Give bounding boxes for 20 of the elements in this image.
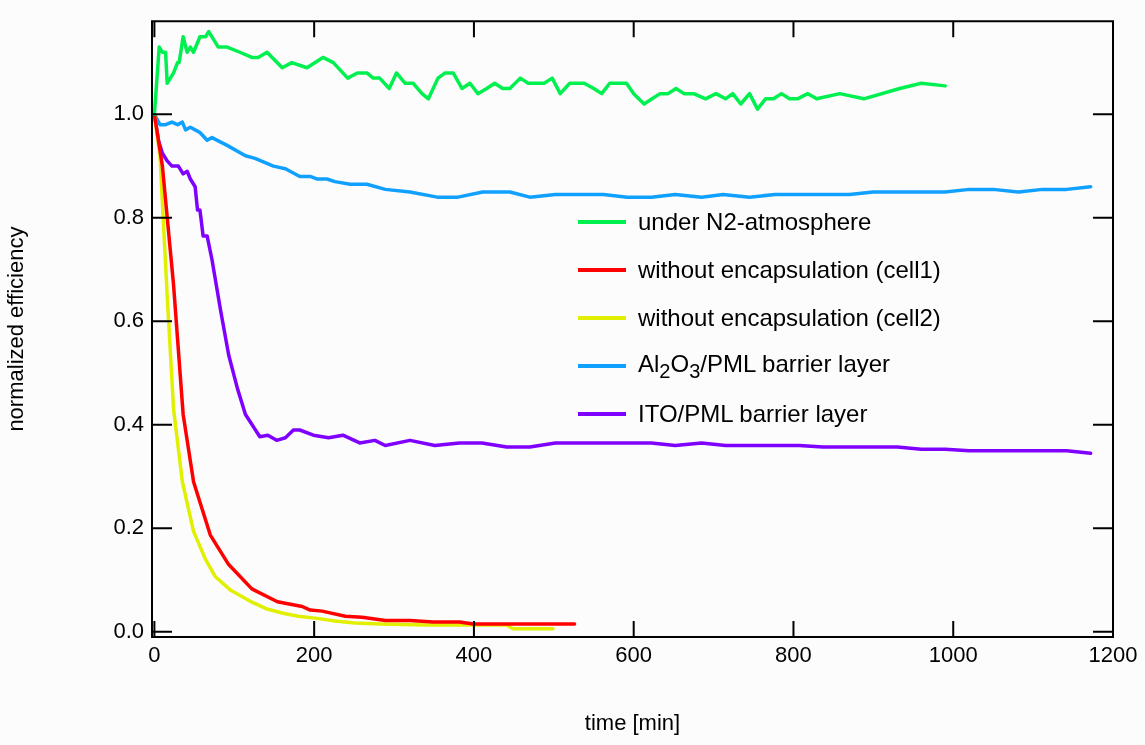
y-tick-label: 0.0 [113,617,144,643]
y-tick-label: 0.2 [113,514,144,540]
y-tick-label: 1.0 [113,100,144,126]
y-axis-title: normalized efficiency [3,226,29,432]
x-tick-label: 0 [148,642,161,668]
legend-label: without encapsulation (cell1) [638,256,941,284]
x-tick-label: 600 [615,642,653,668]
y-tick-label: 0.4 [113,410,144,436]
legend-label: ITO/PML barrier layer [638,400,868,428]
x-axis-title: time [min] [584,709,681,735]
legend-label: without encapsulation (cell2) [638,304,941,332]
x-tick-label: 400 [455,642,493,668]
x-tick-label: 1000 [928,642,978,668]
y-tick-label: 0.6 [113,307,144,333]
legend-label: Al$_{2}$O$_{3}$/PML barrier layer [638,349,891,383]
x-tick-label: 1200 [1088,642,1138,668]
legend-label: under N2-atmosphere [638,208,872,236]
x-tick-label: 200 [295,642,333,668]
x-tick-label: 800 [775,642,812,668]
y-tick-label: 0.8 [113,203,144,229]
